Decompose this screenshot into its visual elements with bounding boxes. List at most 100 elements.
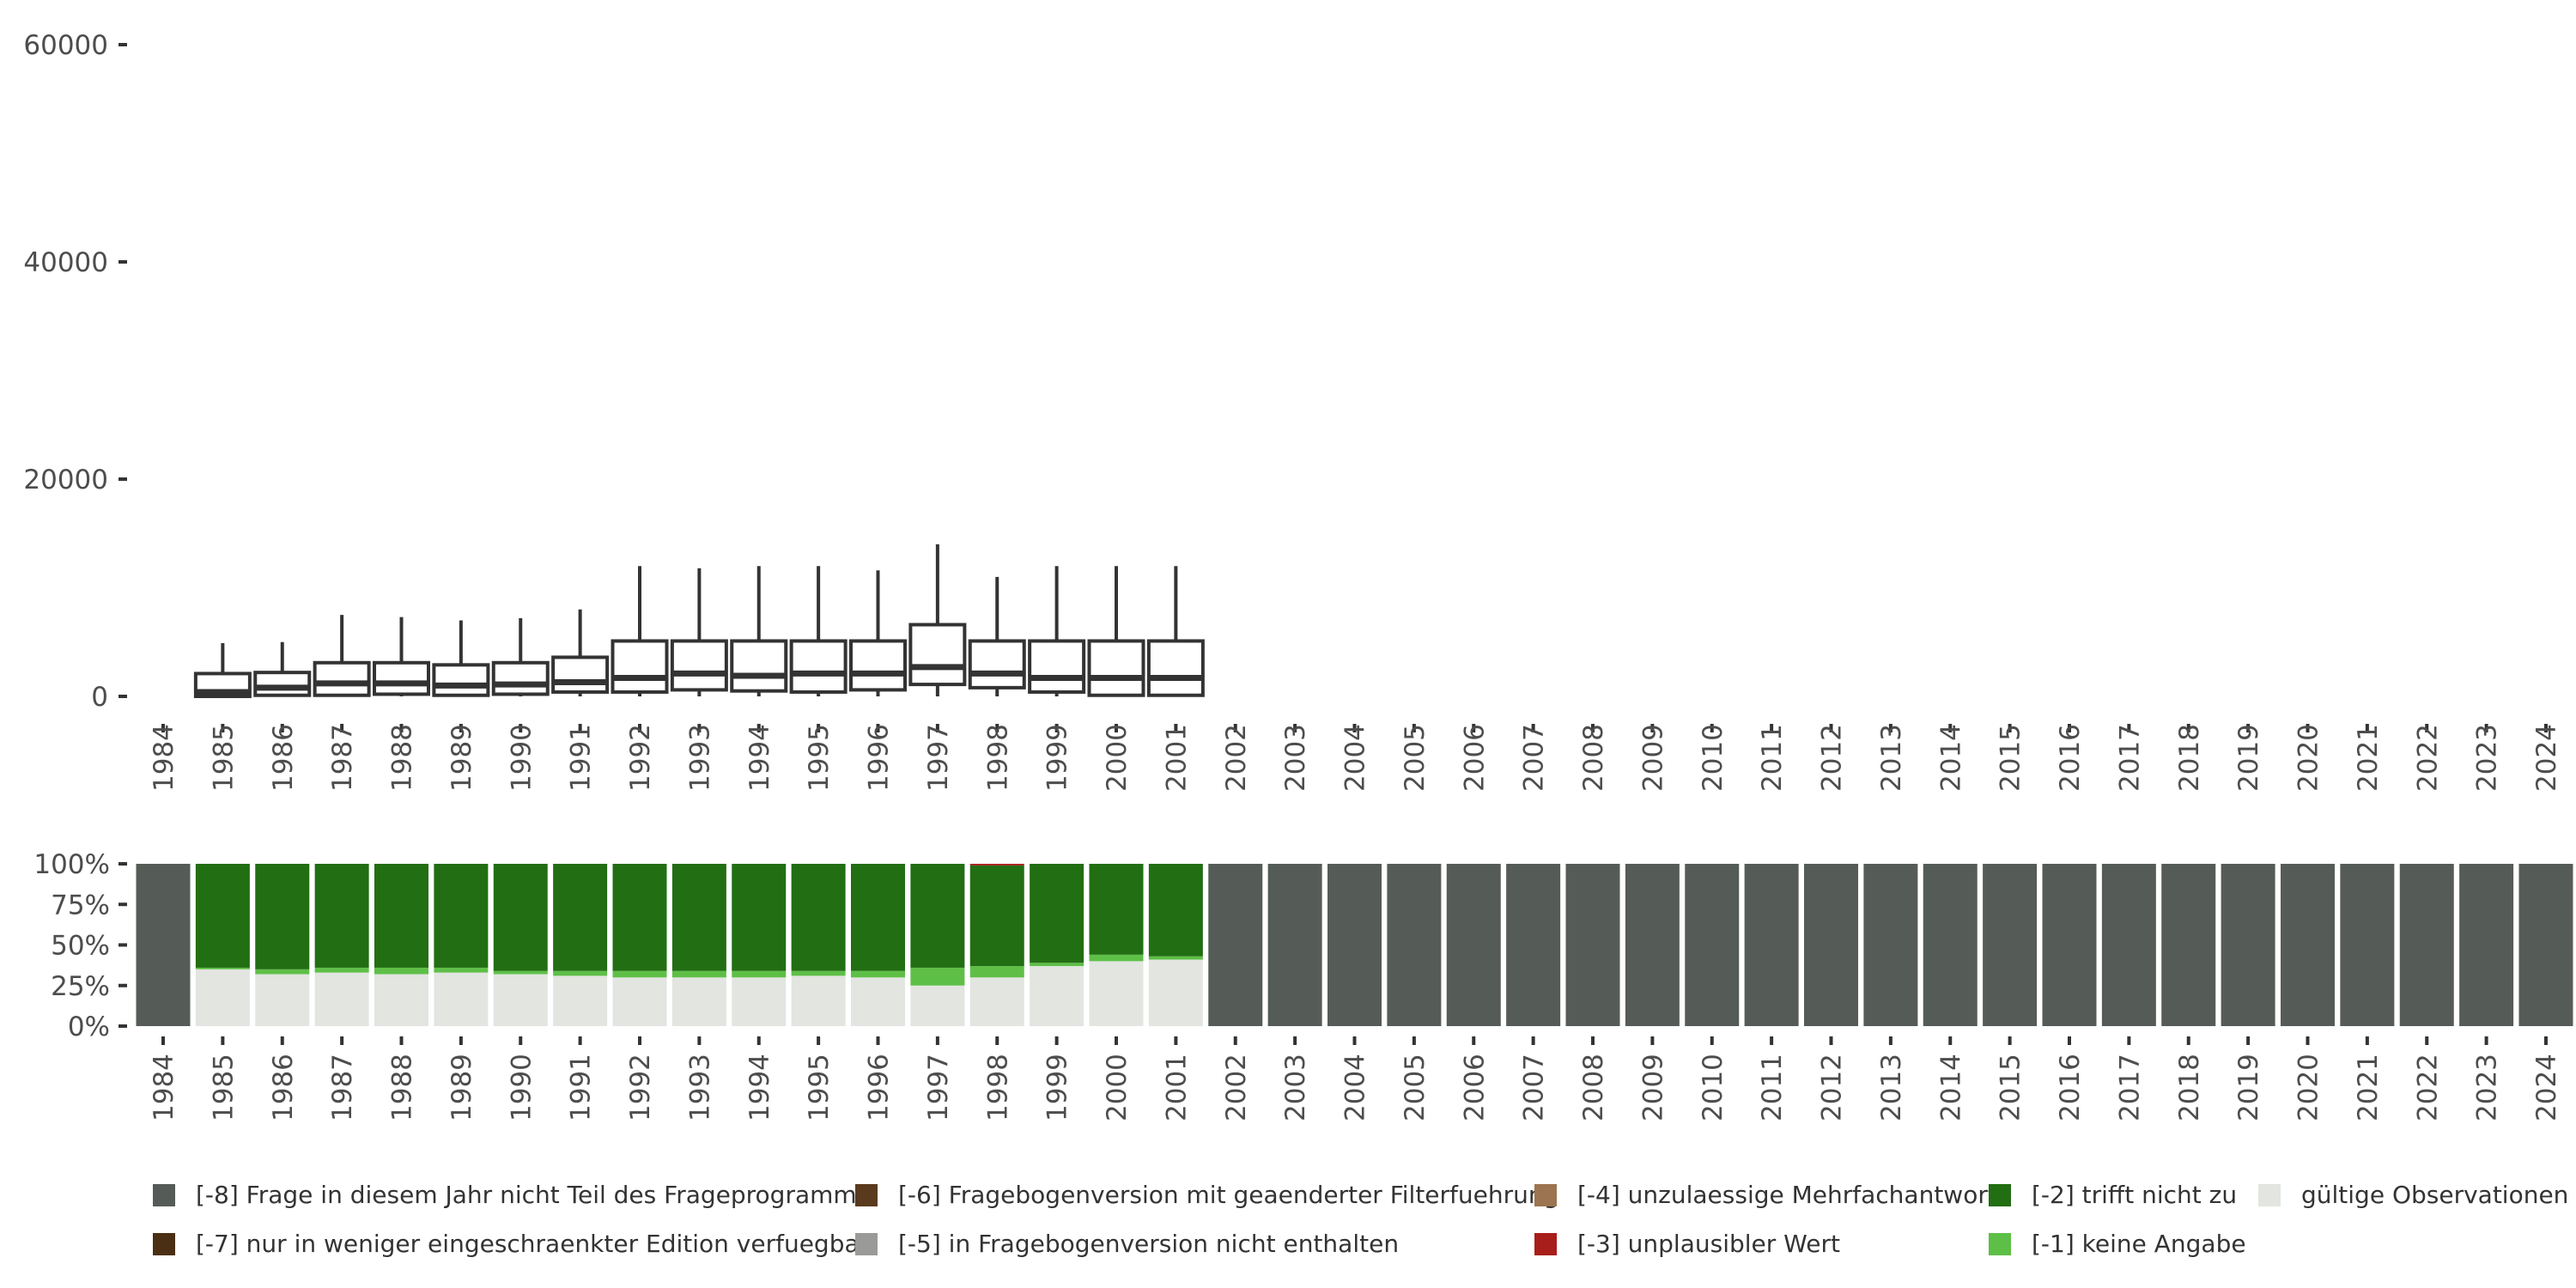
y-tick-label: 25% xyxy=(51,971,110,1002)
x-tick-label: 2024 xyxy=(2531,724,2562,792)
bar-segment-m1-1991 xyxy=(553,970,608,976)
x-tick-label: 1989 xyxy=(447,1054,477,1121)
x-tick-label: 2016 xyxy=(2055,1054,2086,1121)
bar-segment-valid-1988 xyxy=(374,974,428,1026)
bar-segment-m2-2000 xyxy=(1089,864,1144,955)
bar-segment-m2-1991 xyxy=(553,864,608,971)
y-tick-label: 20000 xyxy=(23,465,108,495)
box-1985 xyxy=(193,643,252,698)
bar-segment-m8-2016 xyxy=(2042,864,2097,1026)
x-tick-label: 2007 xyxy=(1519,724,1550,792)
x-tick-label: 2015 xyxy=(1996,724,2026,792)
box-body xyxy=(373,660,430,696)
bar-segment-m8-2013 xyxy=(1863,864,1918,1026)
box-1995 xyxy=(789,566,848,696)
x-tick-label: 1985 xyxy=(208,724,239,792)
x-tick-label: 2016 xyxy=(2055,724,2086,792)
x-tick-label: 1990 xyxy=(506,724,537,792)
x-tick-label: 2001 xyxy=(1161,1054,1192,1121)
x-tick-label: 2019 xyxy=(2233,1054,2264,1121)
x-tick-label: 2004 xyxy=(1340,1054,1371,1121)
x-tick-label: 1993 xyxy=(684,724,715,792)
x-tick-label: 2021 xyxy=(2353,1054,2384,1121)
x-tick-label: 2004 xyxy=(1340,724,1371,792)
x-tick-label: 2015 xyxy=(1996,1054,2026,1121)
x-tick-label: 2006 xyxy=(1459,724,1490,792)
bar-segment-m1-2000 xyxy=(1089,954,1144,962)
bar-segment-m1-1992 xyxy=(612,970,667,978)
bar-segment-m2-1995 xyxy=(791,864,846,971)
bar-segment-m8-1984 xyxy=(136,864,191,1026)
bar-segment-m2-1990 xyxy=(493,864,548,971)
x-tick-label: 2021 xyxy=(2353,724,2384,792)
x-tick-label: 2017 xyxy=(2114,724,2145,792)
box-body xyxy=(908,623,967,687)
x-tick-label: 1984 xyxy=(149,1054,179,1121)
x-tick-label: 1996 xyxy=(864,1054,895,1121)
x-tick-label: 2008 xyxy=(1578,1054,1609,1121)
box-body xyxy=(491,660,550,696)
bar-segment-m1-1993 xyxy=(671,970,726,978)
x-tick-label: 2019 xyxy=(2233,724,2264,792)
bar-segment-m2-1986 xyxy=(255,864,310,969)
bar-segment-m1-2001 xyxy=(1148,956,1203,960)
bar-segment-valid-1989 xyxy=(434,972,489,1026)
x-tick-label: 1994 xyxy=(744,724,775,792)
x-tick-label: 2022 xyxy=(2412,724,2443,792)
box-1997 xyxy=(908,544,967,696)
box-1989 xyxy=(432,620,490,697)
x-tick-label: 1990 xyxy=(506,1054,537,1121)
bar-segment-m8-2006 xyxy=(1446,864,1501,1026)
bar-segment-m8-2008 xyxy=(1565,864,1620,1026)
box-1999 xyxy=(1028,566,1086,696)
x-tick-label: 2007 xyxy=(1519,1054,1550,1121)
bar-segment-m8-2004 xyxy=(1327,864,1382,1026)
bar-segment-valid-1992 xyxy=(612,977,667,1026)
bar-segment-m2-1989 xyxy=(434,864,489,968)
x-tick-label: 2000 xyxy=(1102,1054,1133,1121)
bar-segment-valid-1997 xyxy=(910,985,965,1026)
x-tick-label: 2003 xyxy=(1280,724,1311,792)
box-2000 xyxy=(1087,566,1145,697)
x-tick-label: 2003 xyxy=(1280,1054,1311,1121)
x-tick-label: 1993 xyxy=(684,1054,715,1121)
box-body xyxy=(313,660,371,697)
y-tick-label: 75% xyxy=(51,890,110,920)
bar-segment-m2-1997 xyxy=(910,864,965,968)
x-tick-label: 2010 xyxy=(1698,724,1728,792)
bar-segment-valid-1985 xyxy=(195,969,250,1026)
x-tick-label: 1986 xyxy=(268,1054,299,1121)
bar-segment-m3-1998 xyxy=(969,864,1024,866)
x-tick-label: 2023 xyxy=(2472,1054,2503,1121)
box-1992 xyxy=(611,566,669,696)
x-tick-label: 2000 xyxy=(1102,724,1133,792)
x-tick-label: 1997 xyxy=(923,1054,954,1121)
bar-segment-m1-1995 xyxy=(791,970,846,976)
x-tick-label: 2018 xyxy=(2174,724,2205,792)
x-tick-label: 2001 xyxy=(1161,724,1192,792)
x-tick-label: 2009 xyxy=(1637,1054,1668,1121)
x-tick-label: 1991 xyxy=(566,1054,597,1121)
bar-segment-m1-1999 xyxy=(1030,963,1084,967)
bar-segment-valid-1998 xyxy=(969,977,1024,1026)
bar-segment-m8-2023 xyxy=(2459,864,2514,1026)
bar-segment-m2-2001 xyxy=(1148,864,1203,957)
bar-segment-valid-1990 xyxy=(493,974,548,1026)
bar-segment-m8-2005 xyxy=(1387,864,1442,1026)
x-tick-label: 2020 xyxy=(2293,724,2324,792)
box-body xyxy=(611,639,669,694)
x-tick-label: 1987 xyxy=(327,724,358,792)
box-body xyxy=(1146,639,1205,697)
x-tick-label: 1985 xyxy=(208,1054,239,1121)
bar-segment-valid-1993 xyxy=(671,977,726,1026)
bar-segment-m8-2014 xyxy=(1923,864,1978,1026)
bar-segment-m1-1986 xyxy=(255,969,310,975)
box-body xyxy=(789,639,848,694)
box-1988 xyxy=(373,617,430,696)
x-tick-label: 2023 xyxy=(2472,724,2503,792)
x-tick-label: 1991 xyxy=(566,724,597,792)
x-tick-label: 2005 xyxy=(1400,724,1431,792)
x-tick-label: 1994 xyxy=(744,1054,775,1121)
box-1987 xyxy=(313,615,371,697)
